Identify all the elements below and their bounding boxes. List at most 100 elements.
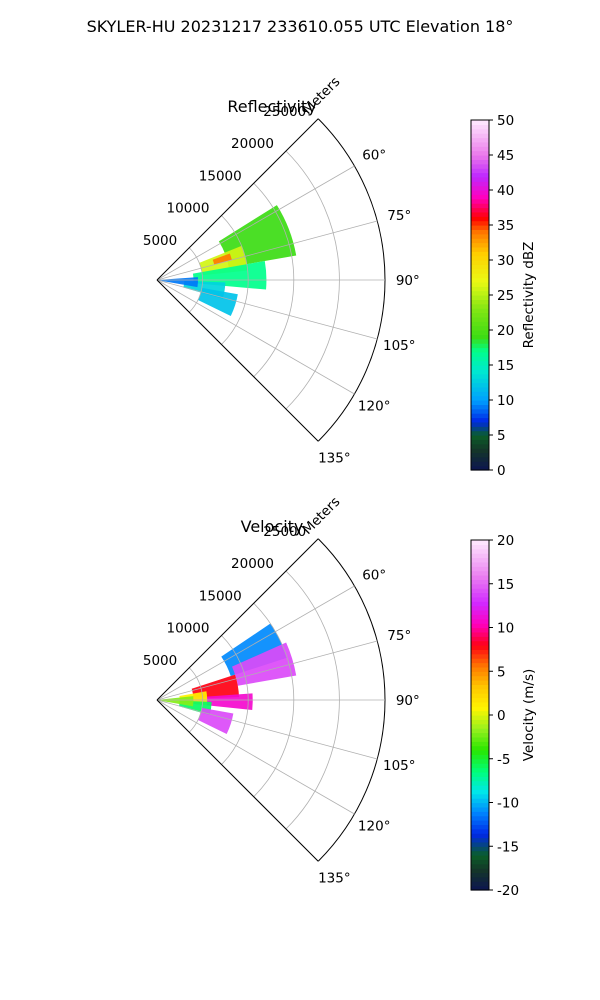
angle-tick-label: 120° [358, 818, 391, 834]
colorbar-segment [471, 421, 489, 427]
figure-title: SKYLER-HU 20231217 233610.055 UTC Elevat… [87, 17, 514, 36]
spoke-4 [156, 279, 355, 395]
angle-tick-label: 135° [318, 450, 351, 466]
colorbar-segment [471, 850, 489, 856]
colorbar-segment [471, 618, 489, 624]
colorbar-segment [471, 750, 489, 755]
echo-region-5 [197, 287, 238, 316]
colorbar-segment [471, 640, 489, 646]
sector-edge-0 [156, 118, 319, 281]
spoke-1 [156, 220, 378, 281]
colorbar-segment [471, 413, 489, 419]
colorbar-segment [471, 299, 489, 305]
colorbar-segment [471, 706, 489, 712]
colorbar-segment [471, 614, 489, 620]
colorbar-segment [471, 159, 489, 165]
colorbar-segment [471, 885, 489, 891]
colorbar-segment [471, 684, 489, 690]
colorbar-tick-label: 15 [497, 358, 514, 374]
colorbar-segment [471, 758, 489, 764]
colorbar-segment [471, 308, 489, 314]
colorbar-segment [471, 868, 489, 874]
colorbar-segment [471, 688, 489, 694]
spoke-4 [156, 699, 355, 815]
sector-edge-1 [156, 699, 319, 862]
colorbar-segment [471, 806, 489, 812]
colorbar-segment [471, 548, 489, 554]
colorbar-segment [471, 636, 489, 642]
colorbar-segment [471, 198, 489, 204]
colorbar-segment [471, 697, 489, 703]
velocity-grid [156, 538, 386, 862]
colorbar-segment [471, 229, 489, 235]
colorbar-segment [471, 876, 489, 882]
colorbar-segment [471, 273, 489, 279]
echo-region-2 [212, 253, 232, 265]
colorbar-segment [471, 675, 489, 681]
colorbar-segment [471, 623, 489, 629]
colorbar-segment [471, 277, 489, 283]
colorbar-segment [471, 190, 489, 195]
colorbar-segment [471, 211, 489, 217]
colorbar-segment [471, 426, 489, 432]
colorbar-segment [471, 701, 489, 707]
colorbar-segment [471, 710, 489, 716]
colorbar-segment [471, 837, 489, 843]
colorbar-segment [471, 312, 489, 318]
colorbar-segment [471, 238, 489, 244]
colorbar-segment [471, 658, 489, 664]
colorbar-segment [471, 693, 489, 699]
colorbar-segment [471, 605, 489, 611]
colorbar-segment [471, 820, 489, 825]
colorbar-segment [471, 347, 489, 353]
colorbar-segment [471, 793, 489, 799]
colorbar-label: Velocity (m/s) [521, 669, 537, 762]
angle-tick-label: 75° [387, 628, 411, 644]
sector-edge-0 [156, 538, 319, 701]
reflectivity-grid [156, 118, 386, 442]
colorbar-segment [471, 802, 489, 808]
colorbar-segment [471, 763, 489, 769]
colorbar-segment [471, 583, 489, 589]
colorbar-segment [471, 172, 489, 178]
colorbar-segment [471, 439, 489, 445]
colorbar-segment [471, 855, 489, 860]
colorbar-segment [471, 680, 489, 685]
colorbar-segment [471, 369, 489, 375]
colorbar-tick-label: 20 [497, 323, 514, 339]
colorbar-segment [471, 540, 489, 545]
colorbar-segment [471, 225, 489, 230]
colorbar-segment [471, 207, 489, 213]
colorbar-segment [471, 579, 489, 585]
colorbar-segment [471, 645, 489, 650]
colorbar-segment [471, 732, 489, 738]
colorbar-segment [471, 150, 489, 156]
colorbar-segment [471, 588, 489, 594]
colorbar-segment [471, 627, 489, 633]
colorbar-tick-label: 10 [497, 393, 514, 409]
angle-tick-label: 75° [387, 208, 411, 224]
velocity-echoes [158, 623, 297, 734]
colorbar-segment [471, 255, 489, 261]
radial-tick-label: 25000 [263, 524, 306, 540]
colorbar-segment [471, 631, 489, 637]
echo-region-6 [197, 707, 234, 734]
colorbar-segment [471, 833, 489, 839]
colorbar-segment [471, 785, 489, 790]
colorbar-segment [471, 141, 489, 147]
colorbar-segment [471, 216, 489, 222]
spoke-1 [156, 640, 378, 701]
colorbar-segment [471, 841, 489, 847]
radial-tick-label: 10000 [167, 621, 210, 637]
reflectivity-title: Reflectivity [227, 97, 316, 116]
colorbar-segment [471, 881, 489, 887]
colorbar-segment [471, 715, 489, 720]
radial-tick-label: 5000 [143, 653, 177, 669]
echo-region-7 [158, 696, 194, 707]
angle-tick-label: 105° [383, 338, 416, 354]
colorbar-tick-label: 0 [497, 463, 506, 479]
colorbar-segment [471, 203, 489, 209]
colorbar-segment [471, 723, 489, 729]
